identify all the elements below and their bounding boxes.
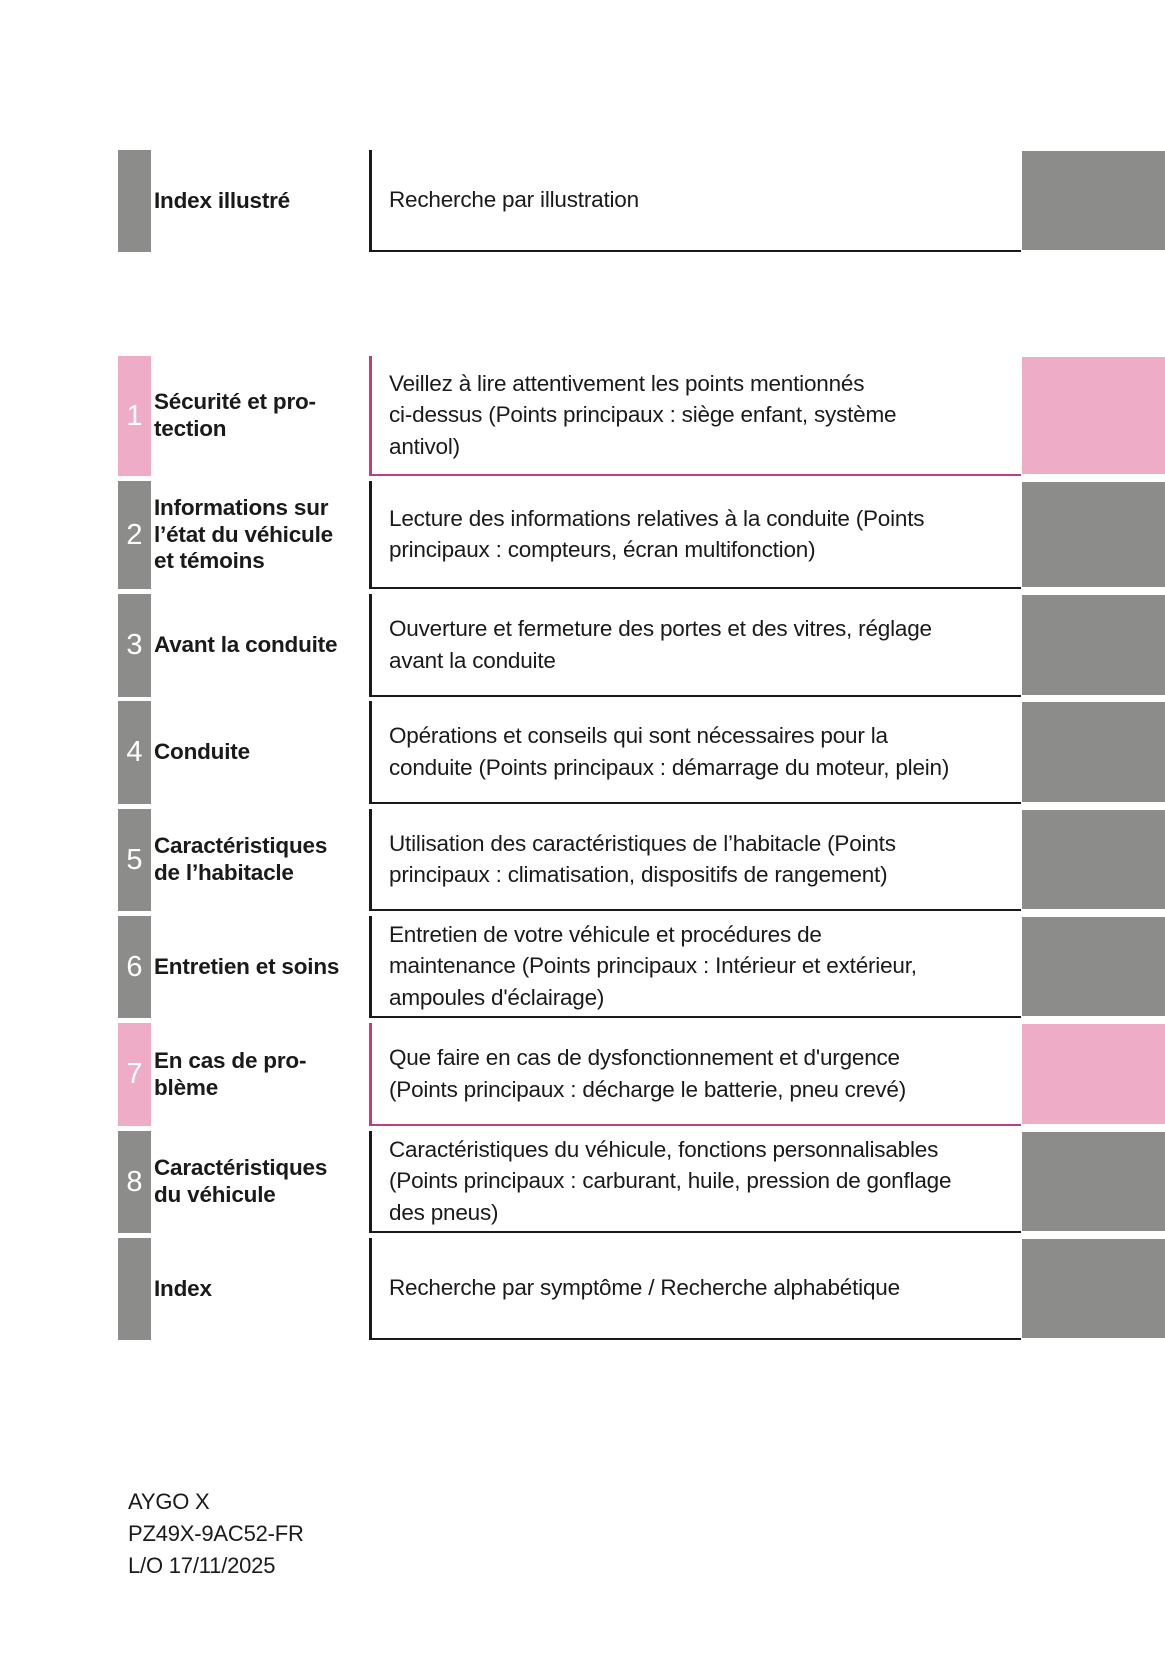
chapter-edge-block: [1022, 1132, 1165, 1231]
chapter-number: 1: [126, 399, 143, 432]
chapter-row: Index Recherche par symptôme / Recherche…: [0, 1238, 1165, 1340]
footer-part-number: PZ49X-9AC52-FR: [128, 1520, 304, 1546]
chapter-tab: 5: [118, 809, 151, 911]
chapter-description-box: Recherche par symptôme / Recherche alpha…: [369, 1238, 1021, 1340]
chapter-title: Conduite: [154, 739, 250, 765]
chapter-row: 6 Entretien et soins Entretien de votre …: [0, 916, 1165, 1018]
chapter-row: 2 Informations sur l’état du véhicule et…: [0, 481, 1165, 589]
footer: AYGO X PZ49X-9AC52-FR L/O 17/11/2025: [128, 1486, 304, 1582]
chapter-row: 5 Caractéristiques de l’habitacle Utilis…: [0, 809, 1165, 911]
chapter-description: Que faire en cas de dysfonctionnement et…: [389, 1045, 906, 1102]
chapter-description: Entretien de votre véhicule et procédure…: [389, 922, 917, 1010]
chapter-row: 4 Conduite Opérations et conseils qui so…: [0, 701, 1165, 804]
chapter-edge-block: [1022, 1024, 1165, 1124]
chapter-tab: [118, 1238, 151, 1340]
chapter-description: Recherche par illustration: [389, 187, 639, 213]
chapter-title: Index illustré: [154, 187, 290, 213]
chapter-description: Caractéristiques du véhicule, fonctions …: [389, 1137, 952, 1225]
chapter-description-box: Recherche par illustration: [369, 150, 1021, 252]
chapter-edge-block: [1022, 810, 1165, 909]
chapter-edge-block: [1022, 702, 1165, 802]
chapter-title: Avant la conduite: [154, 632, 338, 658]
chapter-description-box: Lecture des informations relatives à la …: [369, 481, 1021, 589]
chapter-description-box: Veillez à lire attentivement les points …: [369, 356, 1021, 476]
chapter-description: Veillez à lire attentivement les points …: [389, 371, 897, 459]
chapter-tab: 4: [118, 701, 151, 804]
chapter-description-box: Que faire en cas de dysfonctionnement et…: [369, 1023, 1021, 1126]
chapter-description: Utilisation des caractéristiques de l’ha…: [389, 830, 896, 887]
chapter-title: Entretien et soins: [154, 953, 340, 979]
footer-model: AYGO X: [128, 1489, 210, 1514]
chapter-number: 7: [126, 1058, 143, 1090]
chapter-description-box: Utilisation des caractéristiques de l’ha…: [369, 809, 1021, 911]
chapter-row: 3 Avant la conduite Ouverture et fermetu…: [0, 594, 1165, 697]
chapter-description-box: Ouverture et fermeture des portes et des…: [369, 594, 1021, 697]
chapter-description-box: Entretien de votre véhicule et procédure…: [369, 916, 1021, 1018]
footer-layout-date: L/O 17/11/2025: [128, 1552, 276, 1578]
chapter-tab: 3: [118, 594, 151, 697]
chapter-number: 8: [126, 1165, 143, 1198]
chapter-tab: 6: [118, 916, 151, 1018]
chapter-title: Caractéristiques de l’habitacle: [154, 833, 328, 885]
chapter-edge-block: [1022, 357, 1165, 474]
chapter-row: 7 En cas de pro- blème Que faire en cas …: [0, 1023, 1165, 1126]
chapter-description: Opérations et conseils qui sont nécessai…: [389, 723, 950, 780]
chapter-description: Recherche par symptôme / Recherche alpha…: [389, 1275, 900, 1301]
chapter-row: 1 Sécurité et pro- tection Veillez à lir…: [0, 356, 1165, 476]
chapter-number: 5: [126, 843, 143, 876]
chapter-edge-block: [1022, 151, 1165, 250]
chapter-title: Informations sur l’état du véhicule et t…: [154, 495, 333, 574]
chapter-number: 3: [126, 629, 143, 661]
chapter-row: 8 Caractéristiques du véhicule Caractéri…: [0, 1131, 1165, 1233]
chapter-title: Sécurité et pro- tection: [154, 389, 316, 441]
chapter-edge-block: [1022, 482, 1165, 587]
chapter-tab: 8: [118, 1131, 151, 1233]
chapter-edge-block: [1022, 595, 1165, 695]
chapter-title: Caractéristiques du véhicule: [154, 1155, 328, 1207]
chapter-row: Index illustré Recherche par illustratio…: [0, 150, 1165, 252]
chapter-number: 6: [126, 950, 143, 983]
chapter-description: Ouverture et fermeture des portes et des…: [389, 616, 932, 673]
chapter-description-box: Caractéristiques du véhicule, fonctions …: [369, 1131, 1021, 1233]
chapter-number: 4: [126, 736, 143, 768]
chapter-description: Lecture des informations relatives à la …: [389, 505, 925, 562]
chapter-description-box: Opérations et conseils qui sont nécessai…: [369, 701, 1021, 804]
chapter-title: En cas de pro- blème: [154, 1047, 307, 1100]
chapter-edge-block: [1022, 917, 1165, 1016]
chapter-number: 2: [126, 518, 143, 551]
chapter-tab: 2: [118, 481, 151, 589]
chapter-tab: [118, 150, 151, 252]
chapter-title: Index: [154, 1275, 212, 1301]
chapter-edge-block: [1022, 1239, 1165, 1338]
chapter-tab: 7: [118, 1023, 151, 1126]
chapter-tab: 1: [118, 356, 151, 476]
